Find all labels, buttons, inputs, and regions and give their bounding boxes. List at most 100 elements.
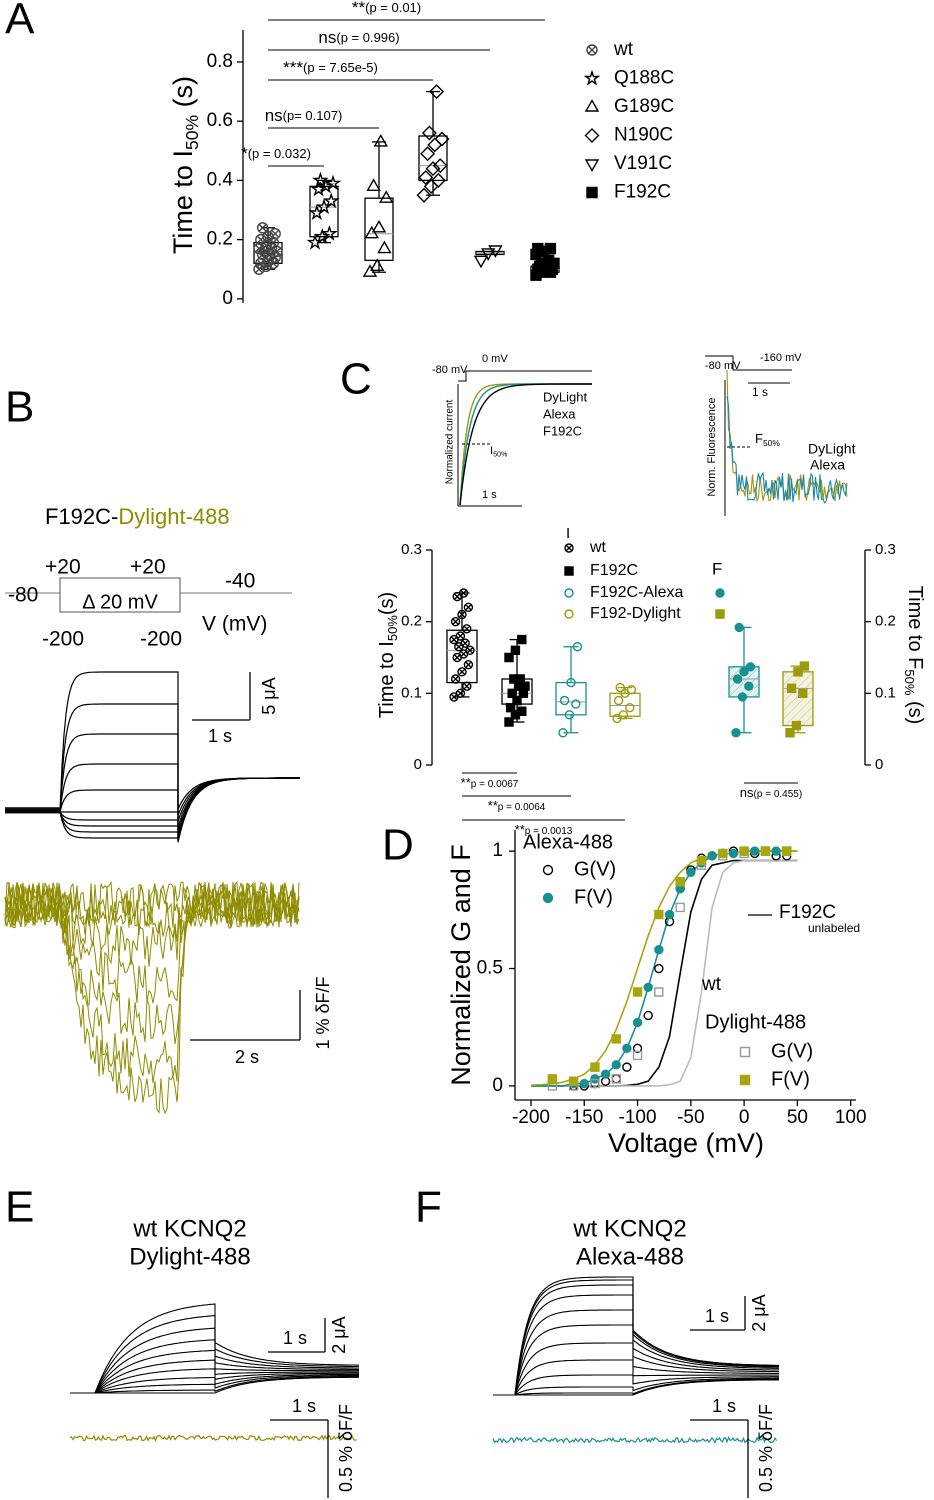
data-point xyxy=(465,645,475,656)
legend-label: G(V) xyxy=(771,1040,813,1062)
data-point xyxy=(517,634,527,645)
legend-label: F(V) xyxy=(574,886,613,908)
scale-label: 0.5 % δF/F xyxy=(336,1404,356,1492)
panel-label: B xyxy=(5,383,34,432)
data-point xyxy=(750,846,760,856)
panel-label: D xyxy=(382,821,414,870)
data-point xyxy=(515,674,525,684)
fluorescence-trace xyxy=(69,1434,357,1442)
inset-text-part: 50% xyxy=(493,450,508,458)
curve-label: wt xyxy=(701,974,722,995)
y-axis-title: Time to I50% (s) xyxy=(168,76,202,254)
current-trace xyxy=(70,1376,359,1394)
significance-label-part: (p = 7.65e-5) xyxy=(303,60,378,75)
y2-axis-title-part: 50% xyxy=(902,669,917,695)
legend-marker xyxy=(542,892,554,904)
fluorescence-trace xyxy=(4,882,300,1115)
legend-label: F(V) xyxy=(771,1068,810,1090)
data-point xyxy=(256,222,269,234)
data-point xyxy=(728,848,739,859)
y-tick-label: 1 xyxy=(492,840,503,861)
panel-title-part: F192C- xyxy=(45,504,118,529)
fluorescence-trace xyxy=(492,1436,778,1444)
data-point xyxy=(611,1060,621,1070)
data-point xyxy=(664,909,675,920)
current-trace xyxy=(70,1368,359,1394)
data-point xyxy=(559,695,570,706)
data-point xyxy=(429,84,445,100)
inset-text: -80 mV xyxy=(432,364,468,376)
inset-ylabel: Normalized current xyxy=(445,400,456,485)
data-point xyxy=(786,683,797,694)
y-axis-title-part: Time to I xyxy=(168,150,198,254)
data-point xyxy=(632,1017,643,1028)
significance-label-part: ** xyxy=(488,798,498,813)
data-point xyxy=(532,242,544,255)
inset-text: 0 mV xyxy=(482,353,508,365)
scale-label: 1 s xyxy=(208,726,232,746)
data-point xyxy=(421,125,437,141)
panel-label: E xyxy=(5,1183,34,1232)
significance-label-part: p = 0.0067 xyxy=(471,779,519,790)
data-point xyxy=(507,688,517,699)
current-trace xyxy=(70,1373,359,1394)
data-point xyxy=(450,616,461,627)
data-point xyxy=(686,867,696,877)
significance-label: ns(p= 0.107) xyxy=(265,106,343,125)
fluorescence-trace xyxy=(4,881,300,1044)
inset-legend: DyLight xyxy=(543,389,587,404)
data-point xyxy=(739,846,749,856)
y-axis-title: Normalized G and F xyxy=(446,844,476,1086)
scale-label: 2 s xyxy=(235,1047,259,1067)
y-tick-label: 0.6 xyxy=(207,110,233,131)
data-point xyxy=(622,1043,632,1054)
significance-label: ns(p = 0.996) xyxy=(318,28,399,47)
legend-label: F192-Dylight xyxy=(590,605,681,622)
y-axis-title-part: (s) xyxy=(376,592,398,615)
data-point xyxy=(572,642,583,652)
inset-text: 1 s xyxy=(482,489,497,501)
data-point xyxy=(488,245,503,258)
current-trace xyxy=(493,1279,780,1396)
box xyxy=(782,671,814,727)
data-point xyxy=(462,624,472,634)
x-tick-label: 100 xyxy=(835,1107,867,1128)
data-point xyxy=(613,695,624,706)
data-point xyxy=(654,945,664,955)
y-tick-label: 0.2 xyxy=(207,229,233,250)
data-point xyxy=(321,224,338,241)
data-point xyxy=(322,192,340,209)
current-trace xyxy=(493,1359,779,1396)
current-trace xyxy=(70,1315,359,1394)
current-trace xyxy=(493,1342,779,1396)
panel-title-part: Dylight-488 xyxy=(118,504,229,529)
legend-marker xyxy=(584,99,600,112)
y-axis-title-part: (s) xyxy=(168,76,198,115)
legend-title: F xyxy=(712,559,722,578)
data-point xyxy=(739,667,749,677)
panel-label: A xyxy=(5,0,35,44)
significance-label-part: ns xyxy=(265,106,283,125)
protocol-line xyxy=(458,370,592,382)
data-point xyxy=(625,702,635,713)
significance-label-part: p = 0.0013 xyxy=(525,826,573,837)
scale-label: 1 s xyxy=(712,1396,736,1416)
y-axis-title: Time to I50%(s) xyxy=(376,592,400,718)
current-trace xyxy=(493,1378,779,1396)
inset-ylabel: Norm. Fluorescence xyxy=(706,397,718,496)
inset-trace xyxy=(726,369,848,503)
data-point xyxy=(430,172,446,188)
significance-label-part: p = 0.0064 xyxy=(498,802,546,813)
data-point xyxy=(737,692,748,702)
data-point xyxy=(544,242,557,255)
data-point xyxy=(782,846,792,856)
data-point xyxy=(425,161,441,177)
data-point xyxy=(611,1074,621,1084)
scale-label: 2 μA xyxy=(749,1294,769,1331)
data-point xyxy=(373,134,389,147)
data-point xyxy=(643,982,653,992)
y-tick-label: 0.8 xyxy=(207,51,233,72)
significance-label: **p = 0.0064 xyxy=(488,798,546,813)
current-trace xyxy=(493,1324,779,1396)
